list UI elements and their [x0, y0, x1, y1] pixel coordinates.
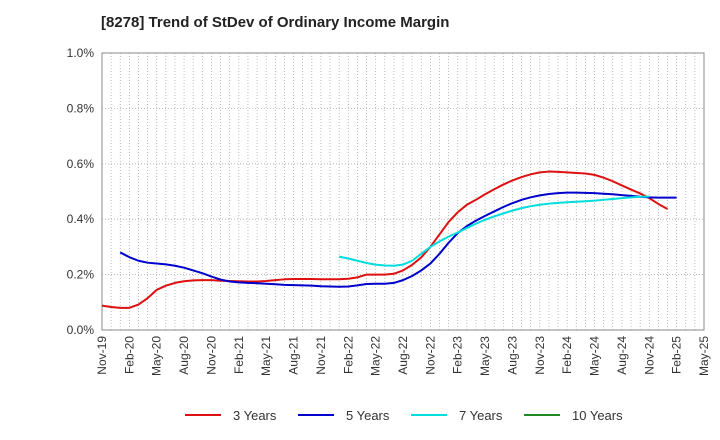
y-tick-label: 0.0%	[67, 323, 95, 337]
x-tick-label: May-20	[150, 336, 164, 376]
x-tick-label: Feb-20	[122, 336, 136, 374]
legend-swatch	[185, 414, 221, 416]
series-line-3-years	[101, 170, 668, 309]
plot-border	[101, 52, 705, 331]
x-tick-label: Feb-22	[341, 336, 355, 374]
x-tick-label: Aug-20	[177, 336, 191, 375]
x-tick-label: Nov-24	[642, 336, 656, 375]
chart-legend: 3 Years 5 Years 7 Years 10 Years	[0, 404, 720, 426]
x-tick-label: Aug-22	[396, 336, 410, 375]
legend-item: 3 Years	[185, 404, 276, 426]
legend-item: 7 Years	[411, 404, 502, 426]
legend-swatch	[298, 414, 334, 416]
x-tick-label: Nov-21	[314, 336, 328, 375]
x-tick-label: Feb-23	[451, 336, 465, 374]
x-tick-label: Feb-24	[560, 336, 574, 374]
x-tick-label: Feb-25	[670, 336, 684, 374]
legend-swatch	[524, 414, 560, 416]
x-tick-label: Feb-21	[232, 336, 246, 374]
x-tick-label: May-24	[588, 336, 602, 376]
x-tick-label: Aug-21	[287, 336, 301, 375]
series-line-7-years	[338, 195, 650, 267]
x-tick-label: May-25	[697, 336, 711, 376]
y-tick-label: 0.8%	[67, 101, 95, 115]
legend-label: 3 Years	[233, 407, 277, 423]
x-tick-label: May-21	[259, 336, 273, 376]
chart-title: [8278] Trend of StDev of Ordinary Income…	[101, 14, 450, 31]
series-line-5-years	[119, 191, 677, 288]
x-tick-label: Nov-22	[423, 336, 437, 375]
legend-item: 10 Years	[524, 404, 623, 426]
y-tick-label: 0.2%	[67, 268, 95, 282]
x-tick-label: Nov-23	[533, 336, 547, 375]
y-tick-label: 0.4%	[67, 212, 95, 226]
y-tick-label: 1.0%	[67, 46, 95, 60]
y-tick-label: 0.6%	[67, 157, 95, 171]
x-tick-label: Nov-20	[204, 336, 218, 375]
x-tick-label: May-23	[478, 336, 492, 376]
legend-label: 7 Years	[459, 407, 503, 423]
legend-item: 5 Years	[298, 404, 389, 426]
x-tick-label: May-22	[369, 336, 383, 376]
x-tick-label: Aug-23	[505, 336, 519, 375]
legend-swatch	[411, 414, 447, 416]
x-tick-label: Aug-24	[615, 336, 629, 375]
legend-label: 10 Years	[572, 407, 623, 423]
x-tick-label: Nov-19	[95, 336, 109, 375]
legend-label: 5 Years	[346, 407, 390, 423]
